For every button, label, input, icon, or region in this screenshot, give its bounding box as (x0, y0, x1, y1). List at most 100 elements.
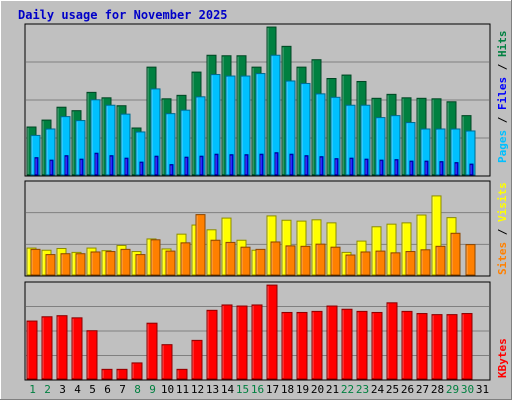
x-tick-label-12: 12 (191, 383, 204, 396)
legend-visits: Visits (496, 182, 509, 222)
legend-stack: KBytes (496, 338, 509, 378)
bar-kbytes-5 (86, 330, 98, 380)
bar-sites-25 (390, 252, 401, 276)
bar-kbytes-24-body (371, 311, 383, 380)
bar-kbytes-29-body (446, 314, 458, 380)
bar-kbytes-22-body (341, 308, 353, 380)
bar-kbytes-6-body (101, 368, 113, 380)
bar-sites-18 (285, 245, 296, 276)
bar-pages-25 (394, 159, 399, 176)
right-legends: Pages / Files / Hits Sites / Visits KBytes (496, 31, 509, 379)
bar-kbytes-16-body (251, 304, 263, 380)
bar-kbytes-24 (371, 311, 383, 380)
bar-sites-14 (225, 241, 236, 276)
bar-sites-15-body (240, 246, 251, 276)
x-tick-label-13: 13 (206, 383, 219, 396)
bar-pages-9-body (154, 155, 159, 176)
x-tick-label-16: 16 (251, 383, 264, 396)
bar-sites-2-body (45, 254, 56, 276)
bar-kbytes-21 (326, 305, 338, 380)
legend-text: Pages / Files / Hits (496, 31, 509, 164)
bar-pages-16-body (259, 153, 264, 176)
bar-kbytes-11-body (176, 368, 188, 380)
panel-layer (24, 23, 491, 381)
bar-sites-1-body (30, 248, 41, 276)
bar-sites-1 (30, 248, 41, 276)
bar-sites-23-body (360, 251, 371, 276)
legend-kbytes: KBytes (496, 338, 509, 378)
bar-pages-23-body (364, 158, 369, 176)
bar-sites-26 (405, 251, 416, 276)
bar-pages-16 (259, 153, 264, 176)
x-tick-label-30: 30 (461, 383, 474, 396)
bar-pages-11 (184, 156, 189, 176)
bar-sites-21-body (330, 246, 341, 276)
legend-separator: / (496, 57, 509, 77)
legend-hits: Hits (496, 31, 509, 58)
bar-pages-24 (379, 159, 384, 176)
panel-visits_sites (24, 180, 491, 277)
bar-sites-11-body (180, 242, 191, 276)
bar-pages-17-body (274, 152, 279, 176)
bar-pages-2-body (49, 159, 54, 176)
bar-kbytes-25 (386, 302, 398, 380)
bar-pages-2 (49, 159, 54, 176)
bar-sites-4 (75, 253, 86, 276)
bar-pages-3 (64, 155, 69, 176)
bar-sites-18-body (285, 245, 296, 276)
bar-kbytes-1-body (26, 320, 38, 380)
bar-kbytes-9 (146, 322, 158, 380)
bar-kbytes-7 (116, 368, 128, 380)
x-tick-label-10: 10 (161, 383, 174, 396)
bar-kbytes-21-body (326, 305, 338, 380)
bar-pages-22-body (349, 157, 354, 176)
bar-sites-29 (450, 232, 461, 276)
bar-pages-18-body (289, 153, 294, 176)
bar-pages-12-body (199, 155, 204, 176)
bar-kbytes-13 (206, 309, 218, 380)
bar-sites-7-body (120, 248, 131, 276)
bar-kbytes-17 (266, 284, 278, 380)
bar-sites-3-body (60, 253, 71, 276)
x-tick-label-19: 19 (296, 383, 309, 396)
bar-pages-29-body (454, 162, 459, 176)
legend-separator: / (496, 110, 509, 130)
bar-pages-6-body (109, 155, 114, 176)
bar-kbytes-15-body (236, 305, 248, 380)
bar-sites-14-body (225, 241, 236, 276)
bar-kbytes-17-body (266, 284, 278, 380)
bar-pages-1-body (34, 157, 39, 176)
bar-kbytes-9-body (146, 322, 158, 380)
bar-pages-6 (109, 155, 114, 176)
bar-sites-20-body (315, 243, 326, 276)
bar-kbytes-18-body (281, 311, 293, 380)
panel-hits_files_pages (24, 23, 491, 177)
bar-sites-12-body (195, 214, 206, 276)
bar-kbytes-27-body (416, 313, 428, 380)
bar-sites-22 (345, 254, 356, 276)
bar-pages-22 (349, 157, 354, 176)
bar-pages-29 (454, 162, 459, 176)
bar-sites-29-body (450, 232, 461, 276)
bar-kbytes-27 (416, 313, 428, 380)
x-tick-label-2: 2 (44, 383, 51, 396)
x-tick-label-25: 25 (386, 383, 399, 396)
bar-pages-4-body (79, 158, 84, 176)
bar-kbytes-20 (311, 310, 323, 380)
bar-pages-9 (154, 155, 159, 176)
bar-kbytes-4 (71, 317, 83, 380)
bar-sites-6 (105, 251, 116, 276)
bar-sites-8 (135, 254, 146, 276)
bar-kbytes-30 (461, 313, 473, 380)
bar-kbytes-8 (131, 362, 143, 380)
legend-pages: Pages (496, 130, 509, 163)
x-tick-label-20: 20 (311, 383, 324, 396)
bar-sites-13 (210, 239, 221, 276)
bar-pages-14-body (229, 154, 234, 176)
bar-sites-8-body (135, 254, 146, 276)
bar-kbytes-20-body (311, 310, 323, 380)
x-tick-label-17: 17 (266, 383, 279, 396)
bar-pages-14 (229, 154, 234, 176)
bar-kbytes-22 (341, 308, 353, 380)
bar-sites-16 (255, 248, 266, 276)
